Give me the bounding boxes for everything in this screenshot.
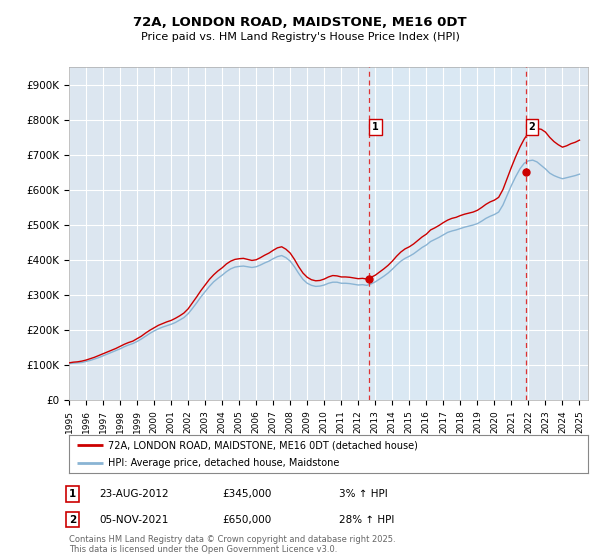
Text: Price paid vs. HM Land Registry's House Price Index (HPI): Price paid vs. HM Land Registry's House … bbox=[140, 32, 460, 43]
Text: 2: 2 bbox=[529, 122, 535, 132]
Text: 23-AUG-2012: 23-AUG-2012 bbox=[99, 489, 169, 499]
Text: 05-NOV-2021: 05-NOV-2021 bbox=[99, 515, 169, 525]
Text: £650,000: £650,000 bbox=[222, 515, 271, 525]
Text: 72A, LONDON ROAD, MAIDSTONE, ME16 0DT: 72A, LONDON ROAD, MAIDSTONE, ME16 0DT bbox=[133, 16, 467, 29]
Text: 28% ↑ HPI: 28% ↑ HPI bbox=[339, 515, 394, 525]
Text: 72A, LONDON ROAD, MAIDSTONE, ME16 0DT (detached house): 72A, LONDON ROAD, MAIDSTONE, ME16 0DT (d… bbox=[108, 440, 418, 450]
Text: 1: 1 bbox=[69, 489, 76, 499]
Text: HPI: Average price, detached house, Maidstone: HPI: Average price, detached house, Maid… bbox=[108, 458, 340, 468]
Text: 3% ↑ HPI: 3% ↑ HPI bbox=[339, 489, 388, 499]
Text: £345,000: £345,000 bbox=[222, 489, 271, 499]
Bar bbox=[370, 67, 526, 400]
Text: 1: 1 bbox=[372, 122, 379, 132]
Text: 2: 2 bbox=[69, 515, 76, 525]
Text: Contains HM Land Registry data © Crown copyright and database right 2025.
This d: Contains HM Land Registry data © Crown c… bbox=[69, 535, 395, 554]
